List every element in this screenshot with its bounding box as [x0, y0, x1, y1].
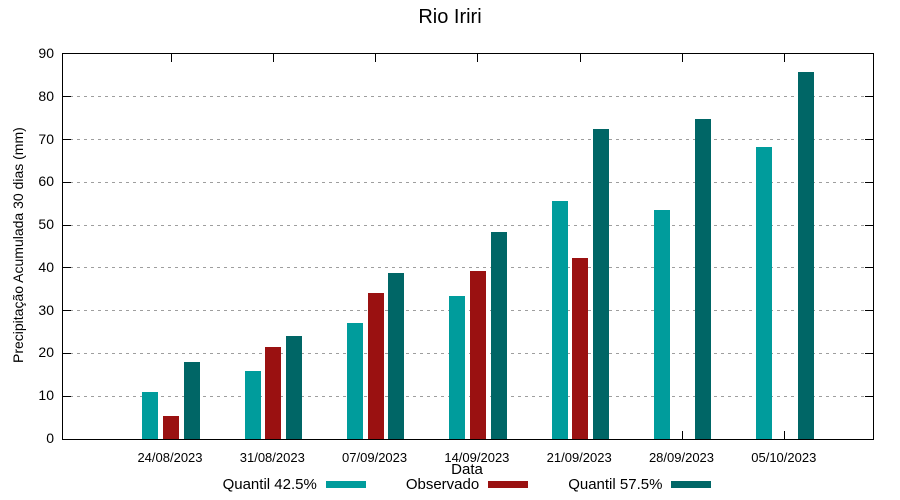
y-axis-title: Precipitação Acumulada 30 dias (mm)	[10, 127, 26, 364]
y-tick-label: 60	[38, 173, 54, 190]
y-tick	[63, 310, 71, 312]
bar	[551, 201, 568, 439]
x-tick	[682, 431, 683, 439]
bar	[142, 391, 159, 439]
bar	[756, 147, 773, 439]
y-tick	[63, 96, 71, 98]
legend-item: Observado	[405, 476, 529, 493]
gridline	[63, 224, 873, 226]
gridline	[63, 181, 873, 183]
x-tick-label: 14/09/2023	[444, 450, 510, 465]
legend-item: Quantil 57.5%	[568, 476, 712, 493]
x-axis-title: Data	[451, 461, 483, 478]
gridline	[63, 310, 873, 312]
x-tick	[272, 54, 274, 62]
y-tick	[865, 267, 873, 269]
gridline	[63, 395, 873, 397]
y-tick-label: 90	[38, 45, 54, 61]
y-tick	[63, 395, 71, 397]
gridline	[63, 139, 873, 141]
bar	[490, 231, 507, 439]
y-tick	[865, 395, 873, 397]
gridline	[63, 96, 873, 98]
x-tick-label: 31/08/2023	[239, 450, 305, 465]
bar	[265, 347, 282, 439]
bar	[695, 119, 712, 439]
bar	[449, 296, 466, 439]
bar	[469, 271, 486, 439]
x-tick	[375, 54, 377, 62]
bar	[163, 416, 179, 439]
bar	[244, 370, 261, 439]
legend-label: Quantil 42.5%	[222, 476, 317, 493]
bar	[388, 273, 405, 439]
gridline	[63, 267, 873, 269]
legend-swatch	[671, 481, 712, 488]
y-tick-label: 30	[38, 301, 54, 318]
gridline	[63, 352, 873, 354]
y-tick-label: 0	[46, 430, 54, 446]
bar	[653, 209, 670, 439]
bar	[183, 362, 200, 439]
x-tick	[784, 431, 786, 439]
y-tick	[63, 352, 71, 354]
x-tick-label: 24/08/2023	[137, 450, 203, 465]
plot-area	[62, 53, 874, 440]
x-tick-label: 21/09/2023	[546, 450, 612, 465]
bar	[346, 322, 363, 439]
bar	[592, 129, 609, 439]
y-tick	[865, 139, 873, 141]
y-tick	[865, 352, 873, 354]
legend-swatch	[325, 481, 366, 488]
y-tick	[63, 224, 71, 226]
legend-label: Observado	[405, 476, 480, 493]
bar	[572, 257, 589, 439]
y-tick-label: 10	[38, 387, 54, 404]
chart-title: Rio Iriri	[418, 6, 482, 28]
y-tick	[63, 181, 71, 183]
bar	[286, 335, 302, 439]
y-tick-label: 50	[38, 216, 54, 233]
x-tick-label: 28/09/2023	[648, 450, 715, 465]
y-tick	[63, 267, 71, 269]
x-tick-label: 07/09/2023	[342, 450, 408, 465]
x-tick	[477, 54, 479, 62]
legend-swatch	[488, 481, 529, 488]
legend-item: Quantil 42.5%	[223, 476, 366, 493]
y-tick	[63, 139, 71, 141]
y-tick	[865, 181, 873, 183]
bar	[367, 293, 384, 439]
legend: Quantil 42.5% Observado Quantil 57.5%	[62, 476, 872, 493]
y-tick	[865, 224, 873, 226]
y-tick-label: 70	[38, 130, 54, 147]
y-tick	[865, 96, 873, 98]
x-tick	[784, 54, 786, 62]
y-tick-label: 40	[38, 258, 54, 275]
x-tick	[579, 54, 581, 62]
bar	[797, 71, 814, 439]
x-tick	[682, 54, 683, 62]
x-tick	[170, 54, 172, 62]
legend-label: Quantil 57.5%	[568, 476, 663, 493]
y-tick	[865, 310, 873, 312]
y-tick-label: 80	[38, 87, 54, 104]
x-tick-label: 05/10/2023	[751, 450, 817, 465]
y-tick-label: 20	[38, 344, 54, 361]
